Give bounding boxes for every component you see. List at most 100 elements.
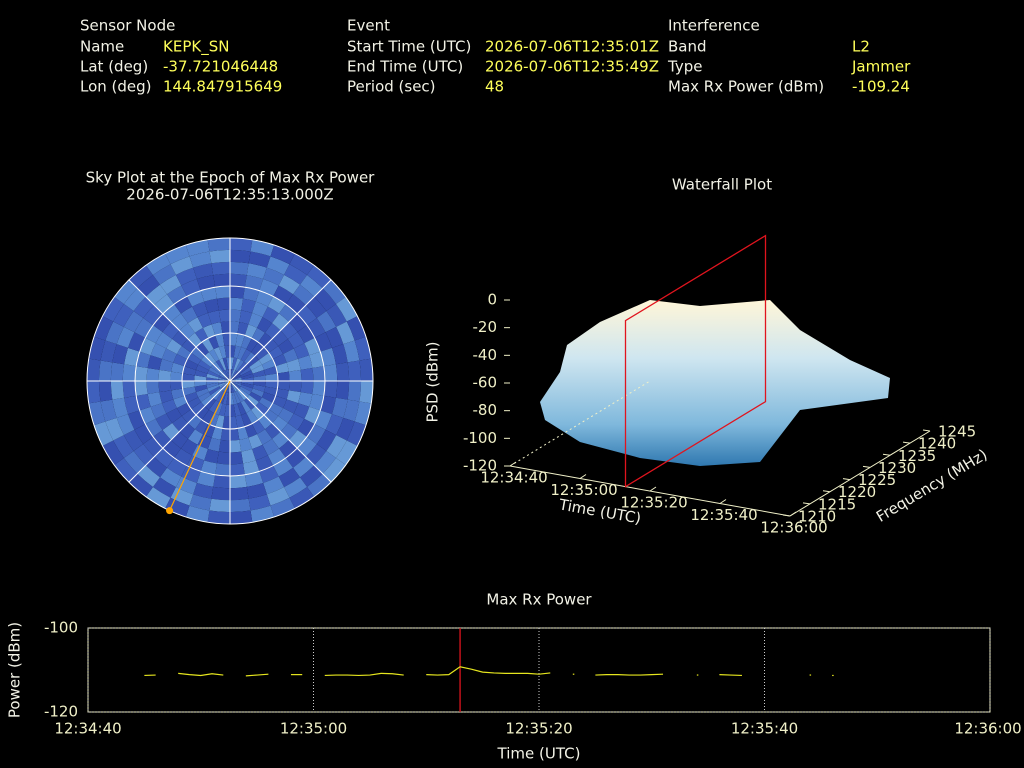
sky-cell [346,421,367,446]
sky-cell [206,382,219,389]
sky-cell [124,347,140,367]
sky-cell [246,409,259,424]
sky-cell [222,392,229,405]
sky-cell [105,321,124,345]
power-title: Max Rx Power [486,591,592,609]
freq-tick [902,441,911,444]
sky-cell [170,487,194,506]
sky-cell [197,312,212,328]
sky-cell [211,261,230,276]
sky-cell [262,438,280,456]
sky-cell [216,297,230,311]
sky-cell [133,444,155,466]
sky-cell [241,382,254,389]
sky-cell [215,285,230,299]
sky-cell [297,324,315,344]
sky-cell [293,456,315,478]
sky-cell [181,465,201,484]
sky-cell [255,347,269,360]
sky-cell [209,249,230,264]
sky-cell [289,253,315,275]
sky-cell [210,364,222,374]
sky-cell [252,384,266,393]
field-label: End Time (UTC) [347,58,463,76]
sky-cell [187,332,202,348]
sky-cell [181,338,197,353]
sky-cell [233,358,241,371]
sky-cell [123,429,144,452]
sky-cell [135,351,151,368]
sky-cell [171,388,185,400]
sky-cell [159,358,174,372]
sky-cell [222,370,230,381]
freq-tick-label: 1210 [798,508,836,526]
sky-cell [110,381,125,400]
sky-cell [218,403,227,417]
sky-cell [248,434,263,450]
sky-cell [209,498,230,513]
sky-cell [231,357,238,370]
time-tick [509,461,517,467]
freq-tick [882,453,891,456]
sky-cell [192,444,208,461]
sky-cell [134,366,148,381]
sky-cell [213,346,223,360]
freq-tick [862,465,871,468]
back-axis [509,380,651,467]
sky-cell [207,510,230,524]
sky-cell [359,358,373,381]
sky-cell [201,355,214,367]
sky-cell [159,390,174,404]
sky-cell [202,324,216,339]
sky-cell [218,345,227,359]
sky-cell [230,309,242,323]
sky-cell [170,381,183,391]
sky-cell [185,239,210,257]
sky-cell [297,437,317,457]
sky-cell [176,402,192,417]
sky-cell [208,386,221,396]
sky-cell [110,362,125,381]
sky-cell [208,400,220,413]
field-value: -37.721046448 [163,58,278,76]
sky-cell [161,348,177,363]
sky-cell [207,310,221,325]
sky-cell [215,415,225,429]
sky-cell [230,428,240,441]
sky-cell [235,415,245,429]
sky-cell [230,392,234,405]
sky-cell [240,400,252,413]
sky-cell [286,390,301,404]
sky-cell [272,416,288,432]
sky-cell [235,390,245,403]
sky-cell [322,279,346,304]
sky-cell [251,342,264,356]
sky-cell [210,388,222,398]
sky-cell [230,381,234,393]
power-x-label: Time (UTC) [497,745,581,763]
sky-cell [204,449,219,464]
sky-cell [194,369,208,378]
sky-cell [251,419,266,435]
sky-cell [253,375,266,381]
sky-cell [239,437,253,452]
sky-cell [204,397,216,410]
sky-cell [230,375,242,381]
sky-cell [300,465,323,488]
sky-cell [241,449,256,464]
sky-cell [145,253,171,275]
sky-cell [230,498,251,513]
sky-cell [230,238,253,252]
sky-cell [233,345,242,359]
sky-cell [263,267,285,286]
sky-cell [206,381,219,385]
sky-cell [277,381,290,391]
sky-cell [113,435,134,459]
sky-cell [88,336,106,361]
sky-cell [206,373,219,380]
sky-cell [237,322,249,336]
sky-cell [265,381,278,389]
sky-cell [275,388,289,400]
section-title: Interference [668,17,760,35]
sky-cell [208,366,221,376]
